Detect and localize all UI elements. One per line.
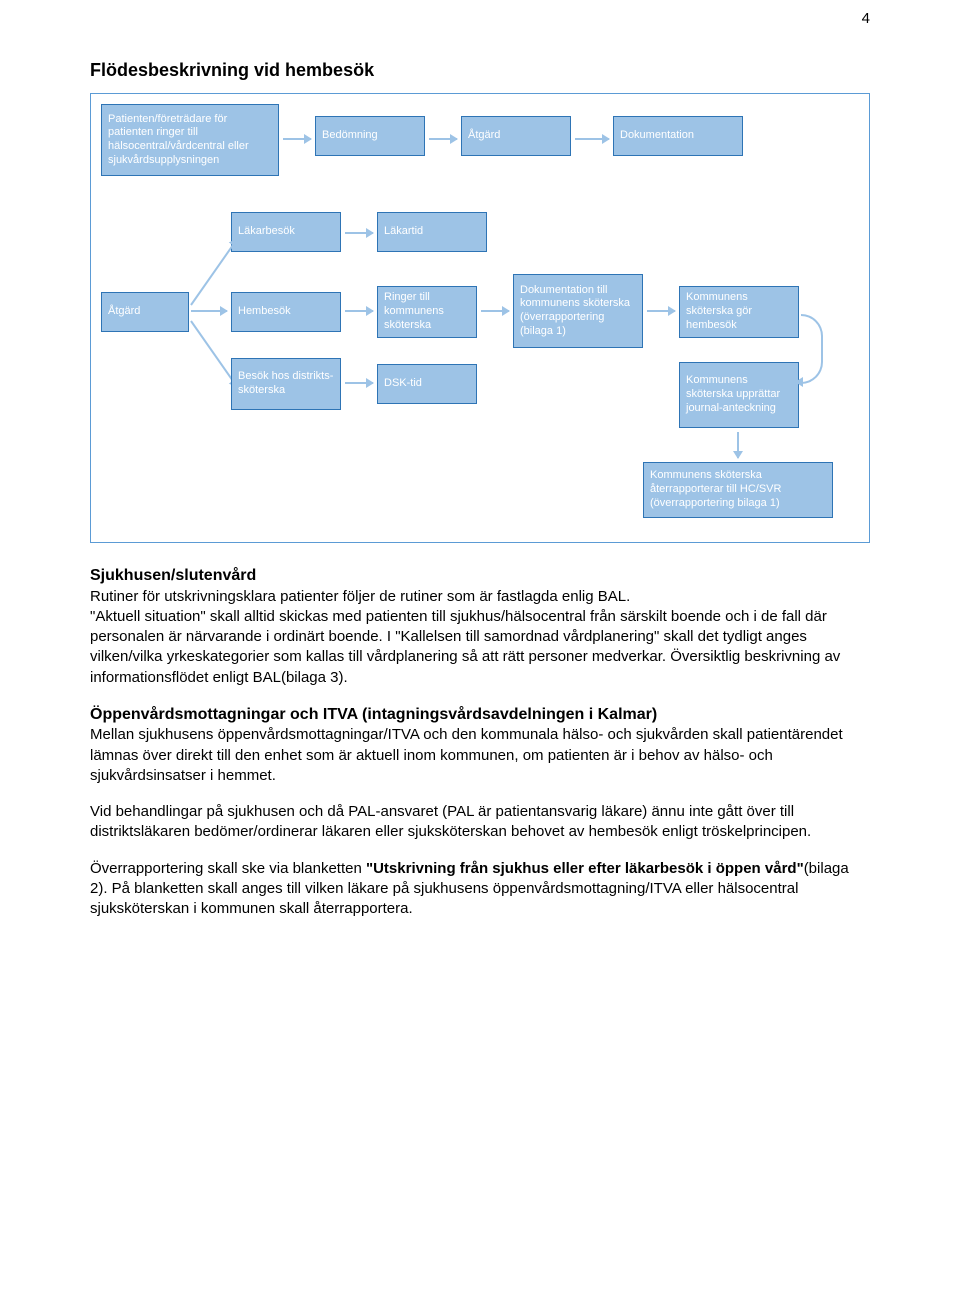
arrow bbox=[481, 310, 509, 312]
arrow bbox=[345, 232, 373, 234]
arrow bbox=[191, 310, 227, 312]
p4b: "Utskrivning från sjukhus eller efter lä… bbox=[366, 860, 804, 877]
flow-title: Flödesbeskrivning vid hembesök bbox=[90, 60, 870, 81]
body-text: Sjukhusen/slutenvård Rutiner för utskriv… bbox=[90, 565, 870, 919]
node-doctor-visit: Läkarbesök bbox=[231, 212, 341, 252]
node-calls-nurse: Ringer till kommunens sköterska bbox=[377, 286, 477, 338]
arrow bbox=[429, 138, 457, 140]
arrow bbox=[575, 138, 609, 140]
heading-oppenvard: Öppenvårdsmottagningar och ITVA (intagni… bbox=[90, 706, 657, 723]
node-journal-note: Kommunens sköterska upprättar journal-an… bbox=[679, 362, 799, 428]
node-report-back: Kommunens sköterska återrapporterar till… bbox=[643, 462, 833, 518]
arrow-curve bbox=[801, 314, 823, 384]
node-doctor-time: Läkartid bbox=[377, 212, 487, 252]
node-assessment: Bedömning bbox=[315, 116, 425, 156]
node-doc-to-nurse: Dokumentation till kommunens sköterska (… bbox=[513, 274, 643, 348]
node-nurse-visit: Kommunens sköterska gör hembesök bbox=[679, 286, 799, 338]
p2: Mellan sjukhusens öppenvårdsmottagningar… bbox=[90, 726, 843, 784]
node-action-1: Åtgärd bbox=[461, 116, 571, 156]
node-patient-calls: Patienten/företrädare för patienten ring… bbox=[101, 104, 279, 176]
node-dsk-time: DSK-tid bbox=[377, 364, 477, 404]
flowchart-frame: Patienten/företrädare för patienten ring… bbox=[90, 93, 870, 543]
arrow bbox=[283, 138, 311, 140]
node-action-2: Åtgärd bbox=[101, 292, 189, 332]
p3: Vid behandlingar på sjukhusen och då PAL… bbox=[90, 802, 870, 843]
arrow bbox=[345, 310, 373, 312]
arrow bbox=[647, 310, 675, 312]
heading-slutenvard: Sjukhusen/slutenvård bbox=[90, 567, 256, 584]
page-number: 4 bbox=[862, 10, 870, 27]
node-home-visit: Hembesök bbox=[231, 292, 341, 332]
p1b: "Aktuell situation" skall alltid skickas… bbox=[90, 608, 840, 686]
node-district-nurse: Besök hos distrikts-sköterska bbox=[231, 358, 341, 410]
node-documentation: Dokumentation bbox=[613, 116, 743, 156]
arrow bbox=[737, 432, 739, 458]
p4a: Överrapportering skall ske via blankette… bbox=[90, 860, 366, 877]
p1a: Rutiner för utskrivningsklara patienter … bbox=[90, 588, 630, 605]
arrow bbox=[345, 382, 373, 384]
